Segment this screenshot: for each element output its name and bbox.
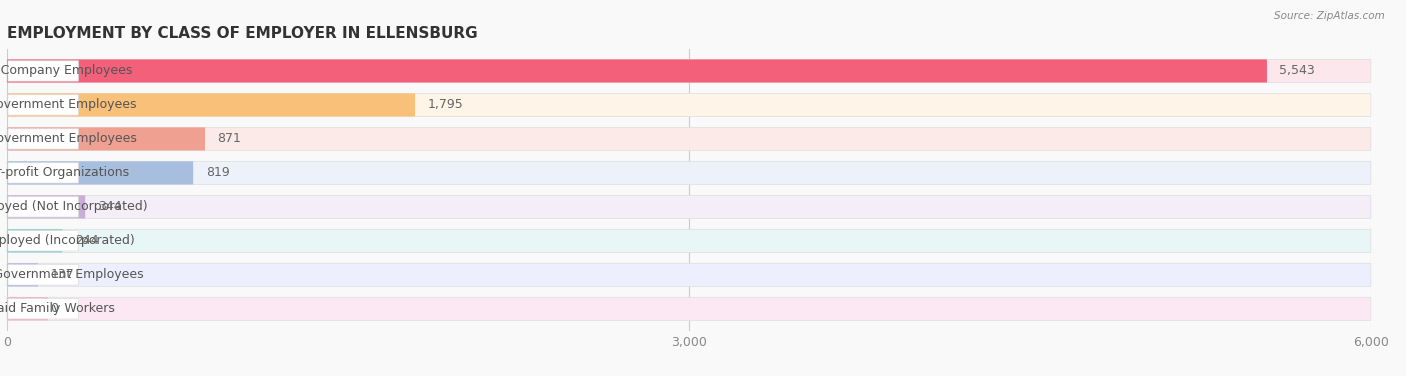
FancyBboxPatch shape: [8, 129, 79, 149]
Text: Self-Employed (Not Incorporated): Self-Employed (Not Incorporated): [0, 200, 148, 213]
FancyBboxPatch shape: [8, 163, 79, 183]
Text: 871: 871: [218, 132, 242, 146]
Text: Local Government Employees: Local Government Employees: [0, 132, 136, 146]
FancyBboxPatch shape: [7, 229, 1371, 252]
FancyBboxPatch shape: [8, 197, 79, 217]
FancyBboxPatch shape: [8, 265, 79, 285]
FancyBboxPatch shape: [8, 230, 79, 251]
Text: 344: 344: [98, 200, 121, 213]
Text: Private Company Employees: Private Company Employees: [0, 64, 132, 77]
FancyBboxPatch shape: [8, 61, 79, 81]
Text: 819: 819: [205, 167, 229, 179]
FancyBboxPatch shape: [8, 299, 79, 319]
FancyBboxPatch shape: [7, 93, 1371, 117]
Text: Unpaid Family Workers: Unpaid Family Workers: [0, 302, 115, 315]
Text: 1,795: 1,795: [427, 99, 464, 111]
Text: 5,543: 5,543: [1279, 64, 1315, 77]
FancyBboxPatch shape: [7, 263, 38, 287]
FancyBboxPatch shape: [7, 59, 1371, 82]
FancyBboxPatch shape: [7, 161, 193, 185]
Text: 0: 0: [51, 302, 58, 315]
FancyBboxPatch shape: [7, 59, 1267, 82]
Text: State Government Employees: State Government Employees: [0, 99, 136, 111]
FancyBboxPatch shape: [7, 195, 86, 218]
Text: Federal Government Employees: Federal Government Employees: [0, 268, 143, 281]
FancyBboxPatch shape: [7, 195, 1371, 218]
Text: Not-for-profit Organizations: Not-for-profit Organizations: [0, 167, 129, 179]
Text: Source: ZipAtlas.com: Source: ZipAtlas.com: [1274, 11, 1385, 21]
FancyBboxPatch shape: [7, 297, 1371, 320]
Text: EMPLOYMENT BY CLASS OF EMPLOYER IN ELLENSBURG: EMPLOYMENT BY CLASS OF EMPLOYER IN ELLEN…: [7, 26, 478, 41]
FancyBboxPatch shape: [7, 161, 1371, 185]
FancyBboxPatch shape: [7, 127, 1371, 150]
FancyBboxPatch shape: [7, 229, 62, 252]
FancyBboxPatch shape: [7, 127, 205, 150]
FancyBboxPatch shape: [7, 263, 1371, 287]
Text: 137: 137: [51, 268, 75, 281]
FancyBboxPatch shape: [7, 297, 48, 320]
Text: Self-Employed (Incorporated): Self-Employed (Incorporated): [0, 234, 135, 247]
FancyBboxPatch shape: [8, 95, 79, 115]
FancyBboxPatch shape: [7, 93, 415, 117]
Text: 244: 244: [75, 234, 98, 247]
